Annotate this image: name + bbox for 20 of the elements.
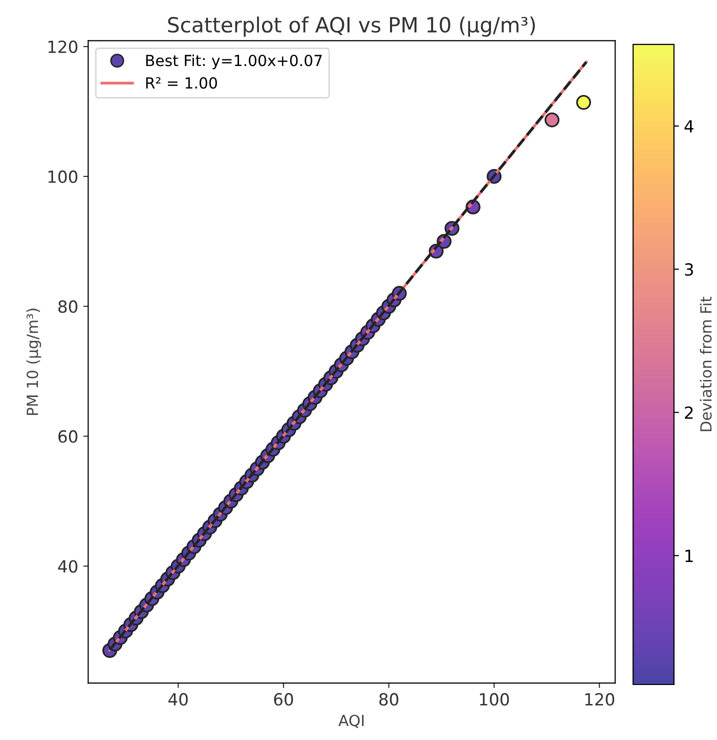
- color-bar-title: Deviation from Fit: [700, 296, 712, 432]
- y-tick-label: 100: [48, 170, 78, 184]
- y-tick-label: 60: [58, 430, 78, 443]
- legend-label: R² = 1.00: [146, 77, 217, 89]
- x-tick-label: 100: [480, 693, 509, 706]
- chart-title: Scatterplot of AQI vs PM 10 (µg/m³): [168, 16, 535, 37]
- color-bar-label: 2: [684, 406, 693, 419]
- x-tick-label: 60: [274, 693, 294, 706]
- y-tick-label: 120: [48, 40, 78, 54]
- color-bar-label: 3: [684, 263, 693, 276]
- color-bar-label: 4: [684, 120, 694, 132]
- x-tick-label: 40: [168, 693, 188, 706]
- color-bar-label: 1: [686, 550, 693, 562]
- x-tick-label: 120: [585, 693, 614, 706]
- y-tick-label: 80: [58, 300, 78, 313]
- x-axis-title: AQI: [338, 714, 364, 728]
- y-axis-title: PM 10 (µg/m³): [26, 308, 42, 415]
- y-tick-label: 40: [58, 560, 78, 573]
- x-tick-label: 80: [379, 693, 398, 706]
- legend-label: Best Fit: y=1.00x+0.07: [146, 54, 322, 70]
